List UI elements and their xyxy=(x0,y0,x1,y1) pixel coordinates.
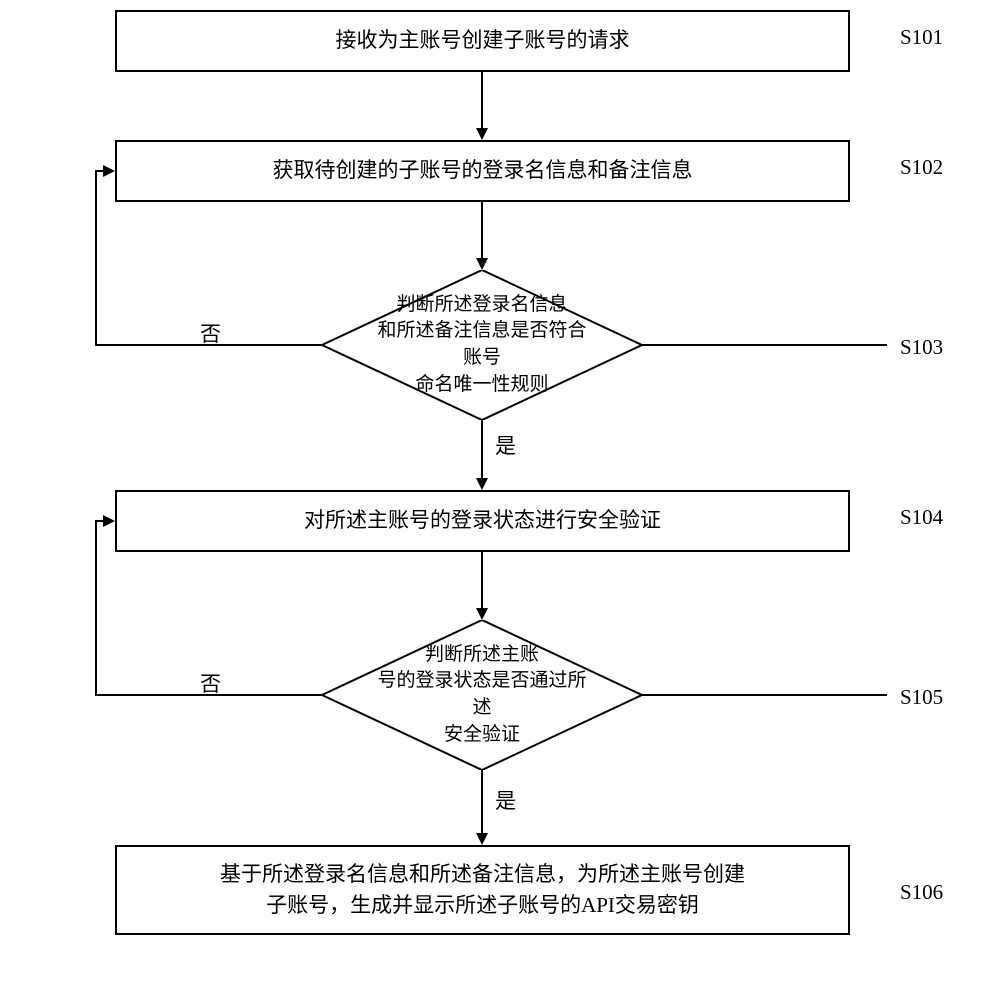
edge-s102-s103 xyxy=(481,202,483,258)
step-label-s102: S102 xyxy=(900,155,943,180)
process-text: 基于所述登录名信息和所述备注信息，为所述主账号创建 子账号，生成并显示所述子账号… xyxy=(220,859,745,922)
edge-s103-s104 xyxy=(481,420,483,478)
process-s101: 接收为主账号创建子账号的请求 xyxy=(115,10,850,72)
arrowhead xyxy=(476,833,488,845)
edge-label-no: 否 xyxy=(200,668,221,698)
decision-s105: 判断所述主账 号的登录状态是否通过所述 安全验证 xyxy=(322,620,642,770)
edge-label-no: 否 xyxy=(200,318,221,348)
step-label-s103: S103 xyxy=(900,335,943,360)
edge-s101-s102 xyxy=(481,72,483,128)
decision-text: 判断所述主账 号的登录状态是否通过所述 安全验证 xyxy=(322,620,642,770)
process-text: 接收为主账号创建子账号的请求 xyxy=(336,25,630,57)
decision-s103: 判断所述登录名信息 和所述备注信息是否符合账号 命名唯一性规则 xyxy=(322,270,642,420)
arrowhead xyxy=(476,128,488,140)
process-s102: 获取待创建的子账号的登录名信息和备注信息 xyxy=(115,140,850,202)
process-s106: 基于所述登录名信息和所述备注信息，为所述主账号创建 子账号，生成并显示所述子账号… xyxy=(115,845,850,935)
step-label-s101: S101 xyxy=(900,25,943,50)
process-s104: 对所述主账号的登录状态进行安全验证 xyxy=(115,490,850,552)
process-text: 对所述主账号的登录状态进行安全验证 xyxy=(304,505,661,537)
edge-label-yes: 是 xyxy=(495,430,516,460)
edge-s103-s102-v xyxy=(95,171,97,346)
connector-s105 xyxy=(642,694,887,696)
connector-s103 xyxy=(642,344,887,346)
arrowhead xyxy=(476,478,488,490)
decision-text: 判断所述登录名信息 和所述备注信息是否符合账号 命名唯一性规则 xyxy=(322,270,642,420)
edge-label-yes: 是 xyxy=(495,785,516,815)
arrowhead xyxy=(476,258,488,270)
process-text: 获取待创建的子账号的登录名信息和备注信息 xyxy=(273,155,693,187)
edge-s105-s104-h2 xyxy=(95,520,105,522)
arrowhead xyxy=(476,608,488,620)
edge-s104-s105 xyxy=(481,552,483,608)
step-label-s105: S105 xyxy=(900,685,943,710)
edge-s105-s104-v xyxy=(95,521,97,696)
step-label-s104: S104 xyxy=(900,505,943,530)
edge-s105-s106 xyxy=(481,770,483,833)
step-label-s106: S106 xyxy=(900,880,943,905)
edge-s103-s102-h2 xyxy=(95,170,105,172)
